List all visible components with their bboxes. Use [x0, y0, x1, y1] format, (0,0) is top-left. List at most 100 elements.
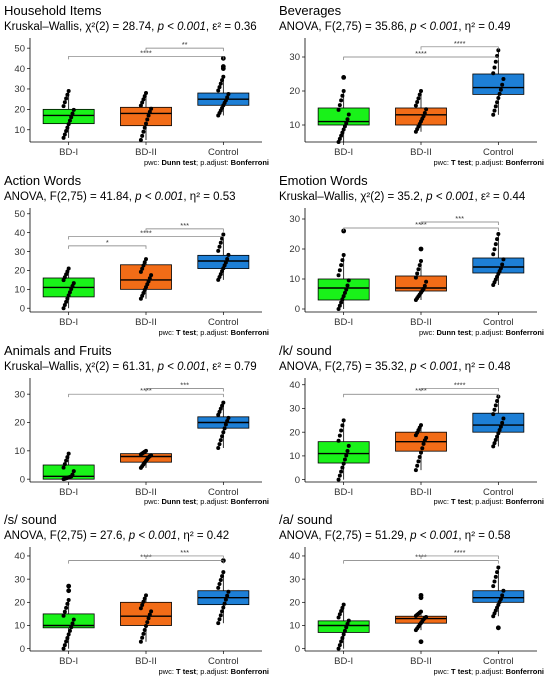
significance-label: **** [454, 380, 466, 389]
data-point [146, 113, 151, 118]
significance-bracket [343, 56, 499, 60]
significance-bracket [420, 46, 499, 50]
data-point [417, 262, 422, 267]
y-tick-label: 20 [289, 427, 300, 438]
chart-panel: Household Items Kruskal–Wallis, χ²(2) = 2… [0, 0, 275, 170]
data-point [419, 89, 423, 93]
test-value: ANOVA, F(2,75) = 51.29, [279, 530, 411, 543]
data-point [61, 135, 66, 140]
data-point [221, 429, 226, 434]
effect-size: , η² = 0.58 [458, 530, 511, 543]
data-point [223, 421, 228, 426]
data-point [339, 98, 344, 103]
data-point [340, 465, 345, 470]
data-point [147, 109, 152, 114]
data-point [344, 625, 349, 630]
data-point [345, 448, 350, 453]
data-point [339, 133, 344, 138]
significance-label: *** [180, 221, 189, 230]
box [472, 73, 525, 95]
data-point [141, 600, 146, 605]
padj-method: Bonferroni [230, 667, 269, 676]
data-point [342, 124, 347, 129]
significance-bracket [68, 55, 224, 60]
data-point [498, 597, 503, 602]
data-point [419, 450, 423, 455]
data-point [336, 477, 341, 482]
data-point [218, 437, 223, 442]
data-point [66, 293, 71, 298]
data-point [500, 420, 505, 425]
data-point [340, 130, 345, 135]
x-tick-label: Control [208, 656, 239, 667]
data-point [142, 125, 147, 130]
data-point [138, 103, 143, 108]
data-point [217, 409, 222, 414]
data-point [142, 94, 147, 99]
outlier-point [66, 583, 72, 589]
y-tick-label: 10 [14, 284, 25, 295]
y-tick-label: 40 [289, 379, 300, 390]
y-tick-label: 20 [14, 105, 25, 116]
data-point [64, 129, 69, 134]
data-point [344, 453, 349, 458]
data-point [341, 461, 346, 466]
outlier-point [418, 639, 424, 645]
test-value: Kruskal–Wallis, χ²(2) = 28.74, [4, 21, 158, 33]
data-point [492, 65, 497, 70]
y-tick-label: 20 [14, 265, 25, 276]
data-point [61, 104, 66, 109]
data-point [340, 422, 345, 427]
data-point [221, 570, 226, 575]
data-point [220, 78, 225, 83]
data-point [420, 445, 425, 450]
test-value: ANOVA, F(2,75) = 27.6, [4, 530, 129, 543]
data-point [220, 433, 225, 438]
chart-title: /s/ sound [4, 512, 57, 528]
pwc-prefix: pwc: [158, 327, 177, 337]
data-point [346, 278, 351, 283]
test-statistic: Kruskal–Wallis, χ²(2) = 61.31, p < 0.001… [4, 361, 257, 373]
x-tick-label: BD-II [410, 656, 432, 667]
chart-panel: /s/ sound ANOVA, F(2,75) = 27.6, p < 0.00… [0, 509, 275, 679]
data-point [221, 74, 226, 79]
data-point [342, 290, 347, 295]
data-point [217, 582, 222, 587]
y-tick-label: 10 [289, 621, 300, 632]
outlier-point [66, 588, 72, 594]
data-point [497, 91, 502, 96]
data-point [61, 646, 66, 651]
data-point [341, 632, 346, 637]
data-point [340, 606, 345, 611]
data-point [339, 639, 344, 644]
data-point [144, 624, 148, 629]
data-point [336, 615, 341, 620]
x-tick-label: Control [208, 317, 239, 328]
data-point [62, 643, 67, 648]
y-tick-label: 50 [14, 209, 25, 220]
pwc-footnote: pwc: T test; p.adjust: Bonferroni [434, 667, 544, 676]
x-tick-label: BD-II [135, 656, 157, 667]
pwc-prefix: pwc: [158, 667, 177, 676]
x-tick-label: Control [483, 656, 514, 667]
y-tick-label: 10 [289, 120, 300, 131]
data-point [337, 433, 342, 438]
data-point [149, 106, 154, 111]
pwc-footnote: pwc: Dunn test; p.adjust: Bonferroni [144, 497, 269, 506]
y-tick-label: 20 [14, 598, 25, 609]
data-point [66, 632, 71, 637]
data-point [218, 578, 223, 583]
data-point [67, 118, 72, 123]
data-point [149, 452, 154, 457]
padj-prefix: ; p.adjust: [196, 327, 231, 337]
data-point [495, 236, 500, 241]
pwc-method: T test [451, 157, 472, 167]
data-point [216, 412, 221, 417]
test-statistic: ANOVA, F(2,75) = 35.32, p < 0.001, η² = … [279, 361, 511, 373]
data-point [142, 260, 147, 265]
data-point [340, 297, 345, 302]
data-point [419, 422, 423, 427]
padj-prefix: ; p.adjust: [196, 157, 231, 167]
